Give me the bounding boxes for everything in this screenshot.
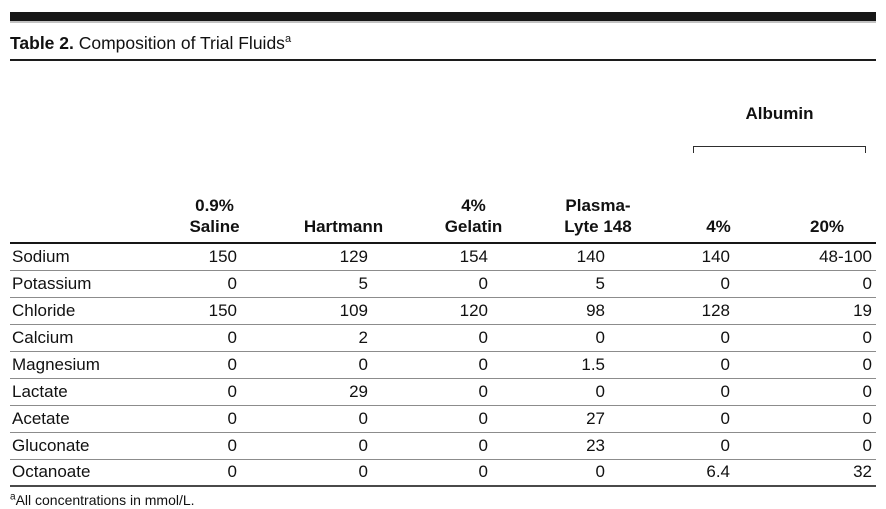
table-row-calcium: Calcium 0 2 0 0 0 0 bbox=[10, 323, 876, 351]
table-row-potassium: Potassium 0 5 0 5 0 0 bbox=[10, 269, 876, 297]
column-header-hartmann: Hartmann bbox=[277, 195, 410, 244]
cell-value: 0 bbox=[778, 323, 876, 351]
cell-value: 23 bbox=[537, 431, 659, 459]
cell-value: 150 bbox=[208, 246, 237, 266]
cell-value: 2 bbox=[277, 323, 410, 351]
cell-value: 0 bbox=[659, 377, 778, 405]
cell-value: 0 bbox=[277, 431, 410, 459]
cell-value: 5 bbox=[277, 269, 410, 297]
row-label: Lactate bbox=[10, 377, 152, 405]
table-footnote: aAll concentrations in mmol/L. bbox=[10, 492, 876, 509]
cell-value: 0 bbox=[410, 431, 537, 459]
column-header-row: 0.9% Saline Hartmann 4% Gelatin Plasma- … bbox=[10, 195, 876, 244]
cell-value: 0 bbox=[152, 458, 277, 487]
row-label: Chloride bbox=[10, 296, 152, 324]
row-label: Sodium bbox=[12, 246, 70, 266]
cell-value: 0 bbox=[659, 431, 778, 459]
cell-value: 0 bbox=[152, 404, 277, 432]
cell-value: 0 bbox=[152, 377, 277, 405]
cell-value: 0 bbox=[537, 377, 659, 405]
top-rule-bar bbox=[10, 12, 876, 23]
column-header-gelatin: 4% Gelatin bbox=[410, 195, 537, 244]
cell-value: 0 bbox=[277, 350, 410, 378]
cell-value: 0 bbox=[152, 431, 277, 459]
cell-value: 0 bbox=[152, 323, 277, 351]
footnote-text: All concentrations in mmol/L. bbox=[15, 492, 195, 508]
column-header-albumin-4: 4% bbox=[659, 195, 778, 244]
cell-value: 0 bbox=[778, 431, 876, 459]
table-row-acetate: Acetate 0 0 0 27 0 0 bbox=[10, 404, 876, 432]
cell-value: 0 bbox=[537, 323, 659, 351]
cell-value: 27 bbox=[537, 404, 659, 432]
albumin-group-header: Albumin bbox=[659, 61, 876, 195]
cell-value: 98 bbox=[537, 296, 659, 324]
cell-value: 140 bbox=[576, 246, 605, 266]
cell-value: 0 bbox=[537, 458, 659, 487]
column-header-albumin-20: 20% bbox=[778, 195, 876, 244]
footnote-marker-ref: a bbox=[284, 33, 292, 46]
cell-value: 0 bbox=[152, 350, 277, 378]
cell-value: 150 bbox=[152, 296, 277, 324]
cell-value: 0 bbox=[659, 350, 778, 378]
albumin-group-label: Albumin bbox=[745, 104, 814, 123]
cell-value: 0 bbox=[277, 404, 410, 432]
albumin-group-inner: Albumin bbox=[693, 82, 866, 174]
cell-value: 0 bbox=[778, 404, 876, 432]
cell-value: 6.4 bbox=[659, 458, 778, 487]
cell-value: 0 bbox=[410, 377, 537, 405]
table-row-octanoate: Octanoate 0 0 0 0 6.4 32 bbox=[10, 458, 876, 487]
cell-value: 48-100 bbox=[819, 246, 872, 266]
table-row-lactate: Lactate 0 29 0 0 0 0 bbox=[10, 377, 876, 405]
row-label: Gluconate bbox=[10, 431, 152, 459]
table-header: Albumin 0.9% Saline Hartmann 4% Gelatin … bbox=[10, 61, 876, 244]
cell-value: 0 bbox=[659, 404, 778, 432]
cell-value: 32 bbox=[778, 458, 876, 487]
cell-value: 29 bbox=[277, 377, 410, 405]
table-row-magnesium: Magnesium 0 0 0 1.5 0 0 bbox=[10, 350, 876, 378]
column-header-plasmalyte: Plasma- Lyte 148 bbox=[537, 195, 659, 244]
cell-value: 129 bbox=[339, 246, 368, 266]
cell-value: 0 bbox=[778, 377, 876, 405]
table-row-chloride: Chloride 150 109 120 98 128 19 bbox=[10, 296, 876, 324]
group-header-row: Albumin bbox=[10, 61, 876, 195]
composition-table: Albumin 0.9% Saline Hartmann 4% Gelatin … bbox=[10, 61, 876, 487]
table-title: Table 2. Composition of Trial Fluidsa bbox=[10, 33, 876, 54]
table-row-sodium: Sodium 150 129 154 140 140 48-100 bbox=[10, 243, 876, 270]
cell-value: 19 bbox=[778, 296, 876, 324]
cell-value: 0 bbox=[410, 323, 537, 351]
cell-value: 109 bbox=[277, 296, 410, 324]
albumin-span-bracket bbox=[693, 146, 866, 153]
column-header-saline: 0.9% Saline bbox=[152, 195, 277, 244]
cell-value: 1.5 bbox=[537, 350, 659, 378]
table-caption: Composition of Trial Fluids bbox=[73, 33, 285, 53]
cell-value: 0 bbox=[277, 458, 410, 487]
row-label: Magnesium bbox=[10, 350, 152, 378]
row-label: Calcium bbox=[10, 323, 152, 351]
cell-value: 0 bbox=[659, 269, 778, 297]
cell-value: 0 bbox=[778, 350, 876, 378]
table-row-gluconate: Gluconate 0 0 0 23 0 0 bbox=[10, 431, 876, 459]
table-number: Table 2. bbox=[10, 33, 74, 53]
cell-value: 140 bbox=[701, 246, 730, 266]
group-header-spacer bbox=[10, 61, 659, 195]
cell-value: 128 bbox=[659, 296, 778, 324]
cell-value: 120 bbox=[410, 296, 537, 324]
row-label: Potassium bbox=[10, 269, 152, 297]
cell-value: 0 bbox=[659, 323, 778, 351]
cell-value: 5 bbox=[537, 269, 659, 297]
row-label: Octanoate bbox=[10, 458, 152, 487]
table-body: Sodium 150 129 154 140 140 48-100 Potass… bbox=[10, 243, 876, 487]
cell-value: 0 bbox=[410, 269, 537, 297]
cell-value: 0 bbox=[410, 350, 537, 378]
title-rule bbox=[10, 59, 876, 61]
row-label: Acetate bbox=[10, 404, 152, 432]
cell-value: 0 bbox=[152, 269, 277, 297]
column-header-empty bbox=[10, 195, 152, 244]
cell-value: 0 bbox=[410, 404, 537, 432]
cell-value: 154 bbox=[459, 246, 488, 266]
cell-value: 0 bbox=[778, 269, 876, 297]
cell-value: 0 bbox=[410, 458, 537, 487]
